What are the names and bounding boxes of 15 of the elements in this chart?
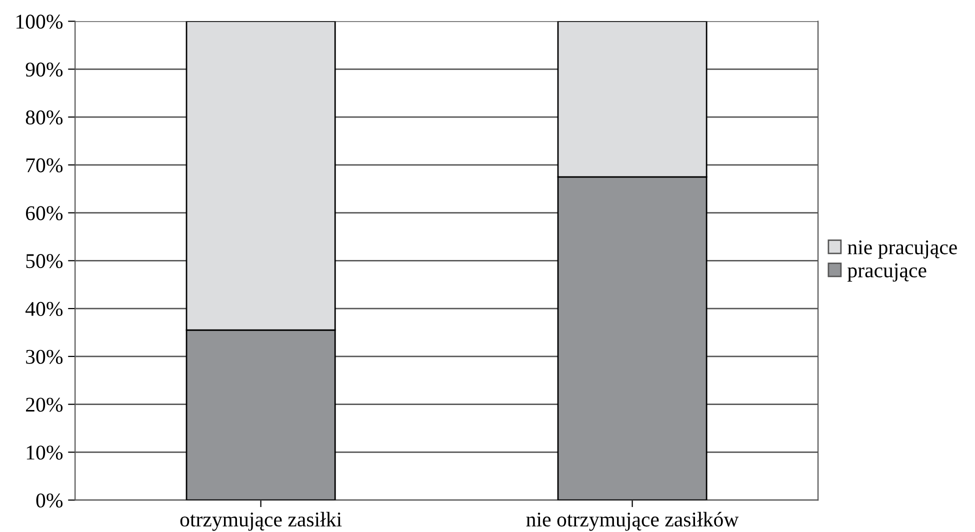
- x-tick-label: otrzymujące zasiłki: [180, 512, 342, 531]
- x-tick-label: nie otrzymujące zasiłków: [526, 512, 739, 531]
- y-tick-label: 30%: [26, 350, 63, 364]
- y-tick-label: 100%: [16, 14, 63, 29]
- y-tick-label: 20%: [26, 398, 63, 412]
- y-tick-label: 60%: [26, 206, 63, 220]
- y-tick-label: 90%: [26, 62, 63, 77]
- y-tick-label: 70%: [26, 158, 63, 172]
- y-tick-label: 80%: [26, 110, 63, 125]
- y-tick-label: 40%: [25, 302, 63, 316]
- legend-label: pracujące: [848, 263, 926, 282]
- y-tick-label: 10%: [26, 446, 63, 460]
- y-tick-label: 50%: [26, 254, 63, 268]
- legend-label: nie pracujące: [848, 240, 957, 259]
- y-tick-label: 0%: [36, 493, 63, 508]
